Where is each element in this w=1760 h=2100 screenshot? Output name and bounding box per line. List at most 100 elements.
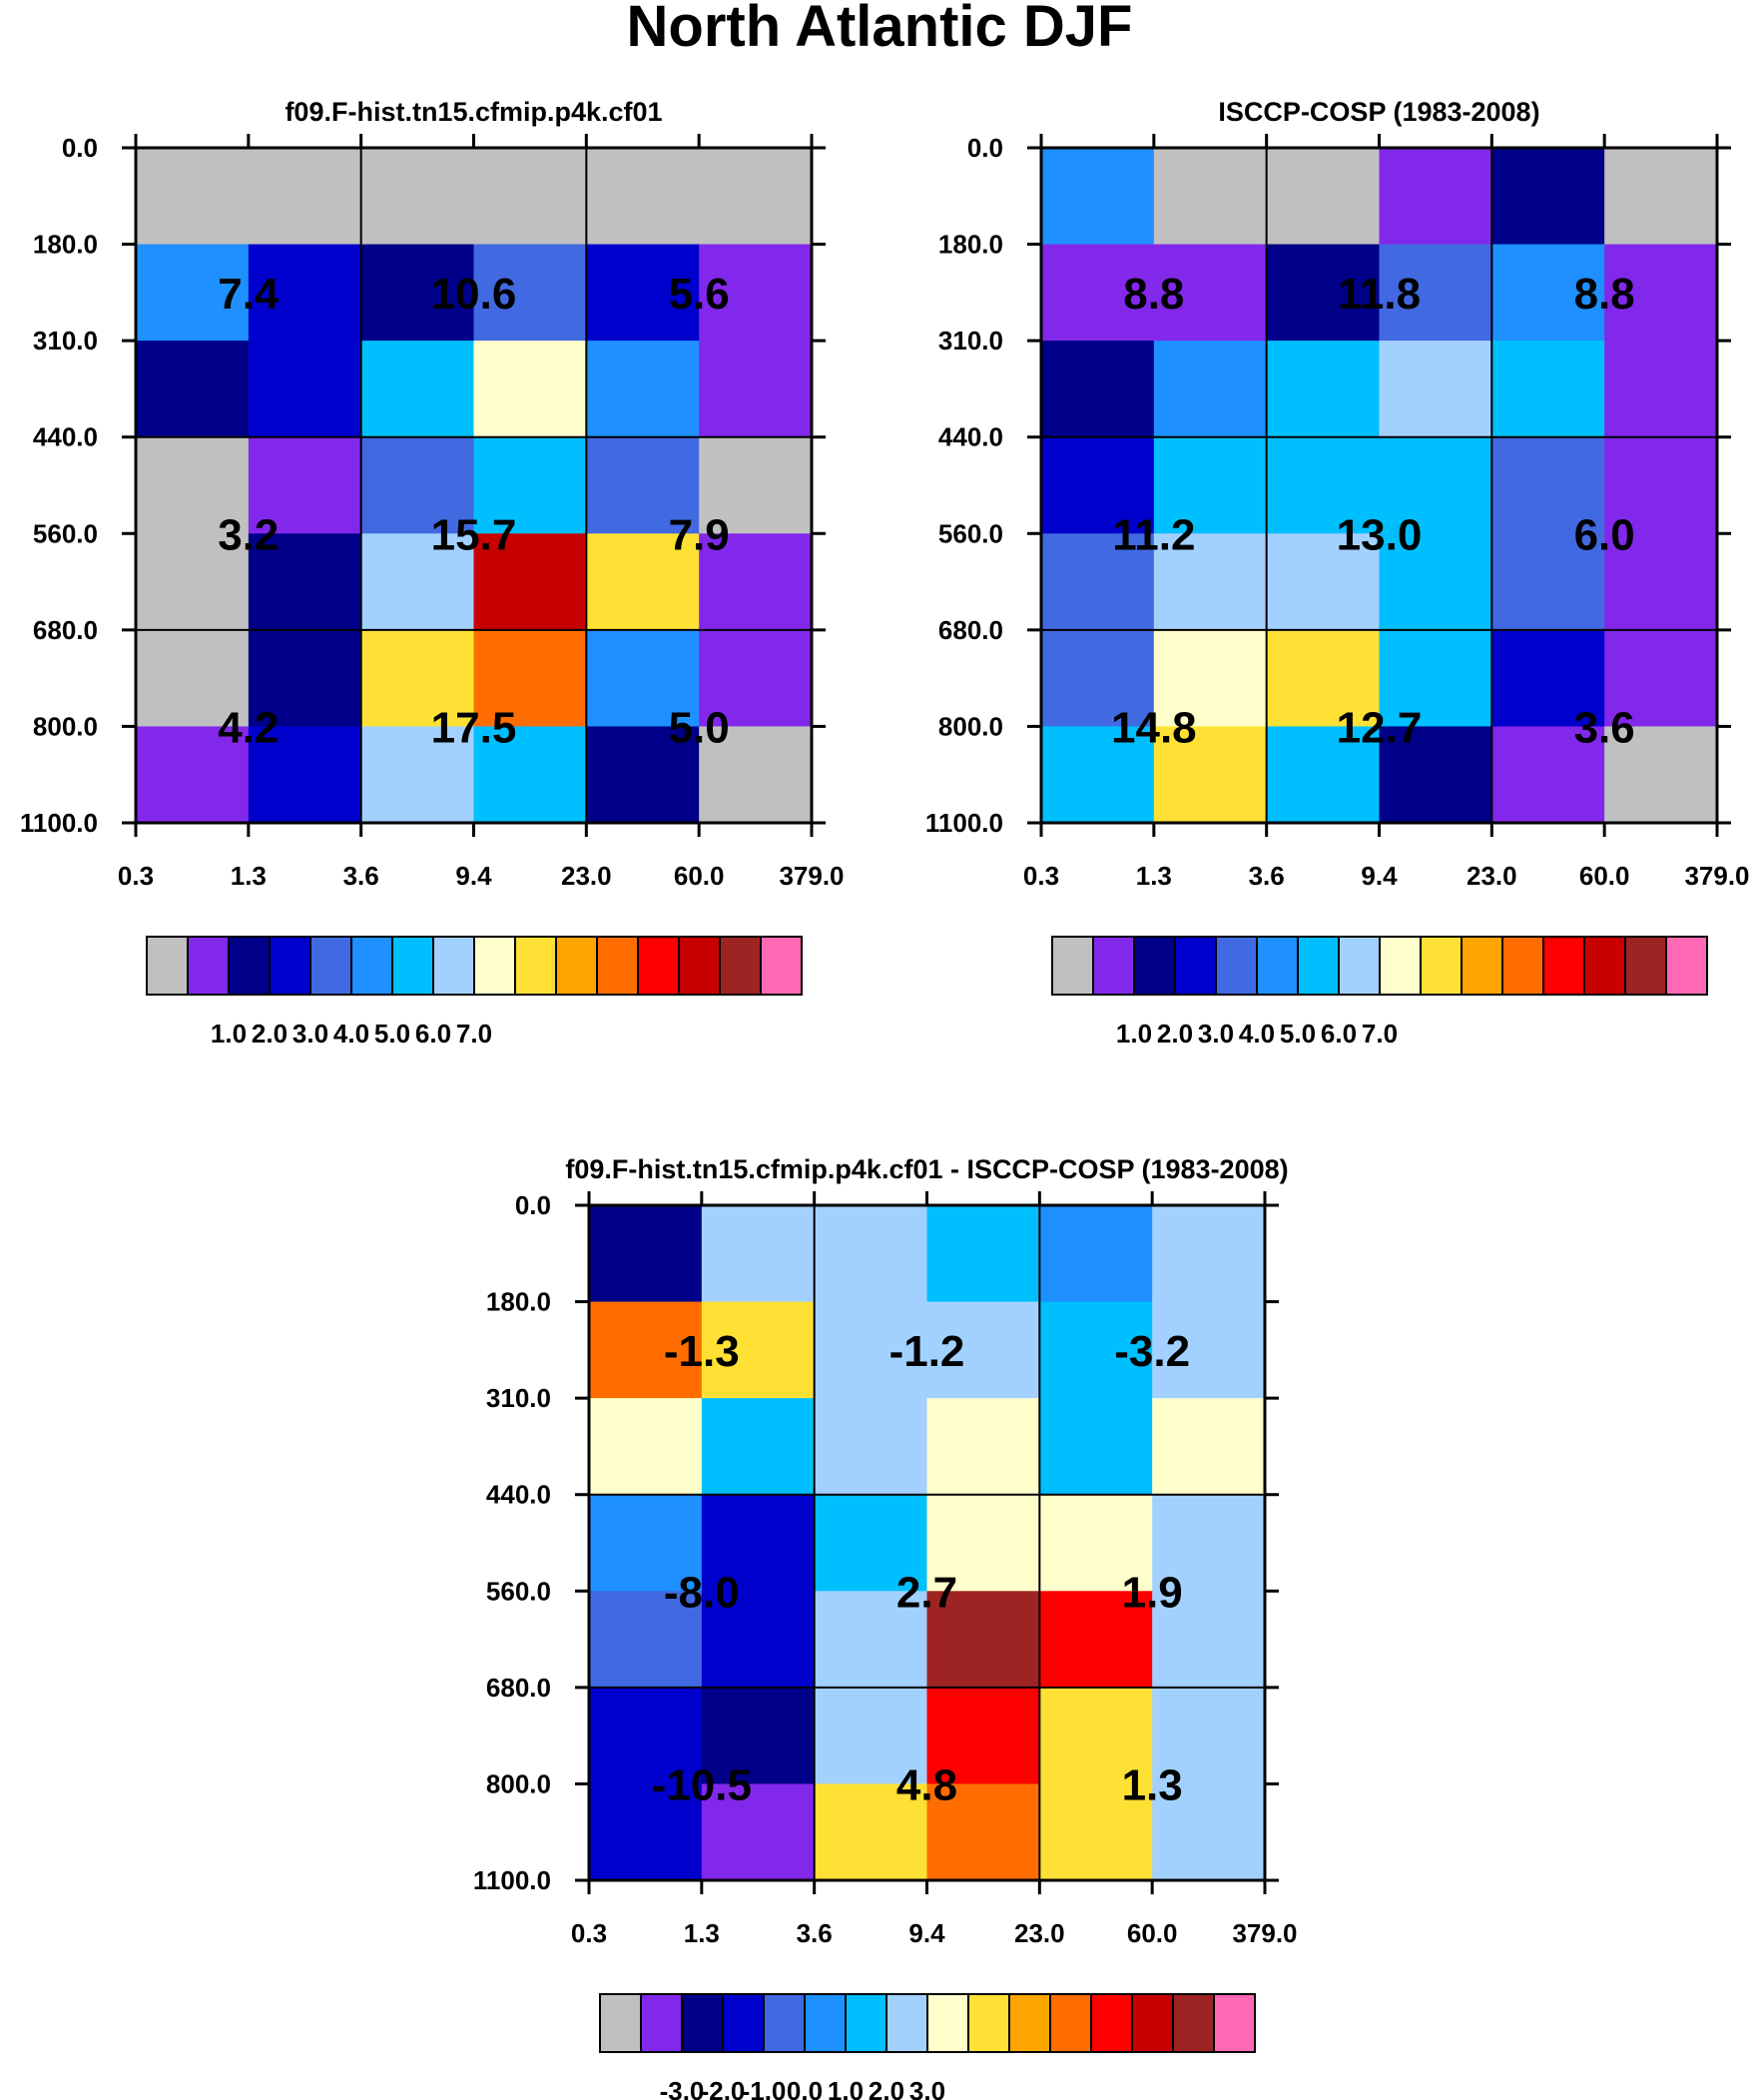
colorbar-swatch: [637, 936, 680, 996]
heatmap-cell: [926, 1591, 1040, 1689]
box-value-label: 7.4: [218, 270, 280, 319]
heatmap-cell: [1379, 148, 1492, 246]
heatmap-cell: [699, 726, 813, 824]
y-tick-label: 800.0: [486, 1768, 551, 1798]
colorbar-label: 4.0: [333, 1019, 369, 1049]
colorbar-swatch: [1090, 1993, 1133, 2053]
heatmap-cell: [1604, 244, 1718, 342]
heatmap-cell: [1041, 341, 1155, 438]
x-tick-label: 1.3: [231, 861, 267, 891]
heatmap-cell: [1039, 1494, 1153, 1592]
colorbar-swatch: [1092, 936, 1135, 996]
y-tick-label: 440.0: [486, 1480, 551, 1510]
box-value-label: 1.3: [1122, 1760, 1183, 1809]
colorbar-swatch: [1542, 936, 1585, 996]
heatmap-panel: f09.F-hist.tn15.cfmip.p4k.cf01 - ISCCP-C…: [473, 1154, 1298, 2100]
colorbar-swatch: [885, 1993, 928, 2053]
heatmap-cell: [1041, 629, 1155, 728]
heatmap-cell: [1379, 244, 1492, 342]
y-tick-label: 440.0: [938, 422, 1003, 452]
heatmap-cell: [1266, 244, 1381, 342]
heatmap-cell: [248, 244, 362, 342]
colorbar-swatch: [1049, 1993, 1092, 2053]
y-tick-label: 560.0: [33, 518, 98, 548]
y-tick-label: 310.0: [33, 326, 98, 355]
colorbar-swatch: [1172, 1993, 1215, 2053]
colorbar-swatch: [926, 1993, 969, 2053]
colorbar-swatch: [1131, 1993, 1174, 2053]
heatmap-cell: [814, 1687, 928, 1785]
x-tick-label: 3.6: [1249, 861, 1285, 891]
x-tick-label: 60.0: [674, 861, 725, 891]
heatmap-cell: [136, 244, 250, 342]
heatmap-cell: [1039, 1687, 1153, 1785]
y-tick-label: 680.0: [33, 615, 98, 645]
box-value-label: 12.7: [1337, 703, 1423, 752]
heatmap-cell: [248, 726, 362, 824]
colorbar-label: 6.0: [415, 1019, 451, 1049]
heatmap-cell: [360, 341, 475, 438]
colorbar-swatch: [391, 936, 434, 996]
panels: f09.F-hist.tn15.cfmip.p4k.cf01 0.3 1.3 3.6 9…: [20, 97, 1750, 2100]
heatmap-cell: [1041, 726, 1155, 824]
colorbar-label: 4.0: [1239, 1019, 1275, 1049]
heatmap-cell: [926, 1205, 1040, 1303]
heatmap-cell: [1379, 629, 1492, 728]
heatmap-cell: [1039, 1591, 1153, 1689]
heatmap-cell: [701, 1783, 816, 1881]
box-value-label: -1.2: [889, 1327, 965, 1376]
heatmap-cell: [1491, 244, 1605, 342]
heatmap-cell: [473, 244, 587, 342]
heatmap-cell: [589, 1301, 703, 1399]
heatmap-cell: [1039, 1205, 1153, 1303]
heatmap-cell: [1379, 341, 1492, 438]
colorbar-swatch: [681, 1993, 724, 2053]
x-tick-label: 23.0: [1014, 1918, 1065, 1948]
heatmap-cell: [1152, 1398, 1266, 1496]
heatmap-cell: [1491, 533, 1605, 631]
colorbar-swatch: [1256, 936, 1299, 996]
box-value-label: -1.3: [664, 1327, 740, 1376]
heatmap-cell: [699, 629, 813, 728]
y-tick-label: 680.0: [486, 1673, 551, 1703]
colorbar-label: 2.0: [252, 1019, 288, 1049]
colorbar-swatch: [1501, 936, 1544, 996]
heatmap-cell: [1152, 1301, 1266, 1399]
heatmap-cell: [1152, 1591, 1266, 1689]
heatmap-cell: [473, 629, 587, 728]
colorbar-label: 3.0: [1198, 1019, 1234, 1049]
heatmap-cell: [1379, 726, 1492, 824]
colorbar-label: 2.0: [869, 2076, 904, 2100]
x-tick-label: 1.3: [1136, 861, 1172, 891]
colorbar-label: 3.0: [293, 1019, 328, 1049]
heatmap-cell: [814, 1591, 928, 1689]
box-value-label: 5.6: [669, 270, 730, 319]
box-value-label: 3.6: [1574, 703, 1635, 752]
y-tick-label: 1100.0: [20, 808, 98, 838]
heatmap-cell: [699, 341, 813, 438]
heatmap-cell: [1039, 1398, 1153, 1496]
y-tick-label: 560.0: [486, 1576, 551, 1606]
heatmap-cell: [586, 341, 700, 438]
colorbar-swatch: [1215, 936, 1258, 996]
heatmap-cell: [136, 148, 250, 246]
x-tick-label: 0.3: [1023, 861, 1059, 891]
colorbar-label: 5.0: [1280, 1019, 1316, 1049]
heatmap-cell: [701, 1687, 816, 1785]
heatmap-cell: [248, 533, 362, 631]
colorbar-swatch: [1008, 1993, 1051, 2053]
heatmap-cell: [814, 1783, 928, 1881]
heatmap-cell: [136, 629, 250, 728]
heatmap-cell: [1153, 436, 1268, 534]
colorbar-swatch: [1379, 936, 1422, 996]
heatmap-cell: [1153, 341, 1268, 438]
colorbar-label: 7.0: [1362, 1019, 1398, 1049]
heatmap-cell: [473, 436, 587, 534]
heatmap-cell: [699, 244, 813, 342]
heatmap-cell: [1604, 629, 1718, 728]
heatmap-cell: [1266, 726, 1381, 824]
colorbar-swatch: [596, 936, 639, 996]
heatmap-cell: [589, 1783, 703, 1881]
heatmap-cell: [360, 148, 475, 246]
colorbar-swatch: [845, 1993, 887, 2053]
